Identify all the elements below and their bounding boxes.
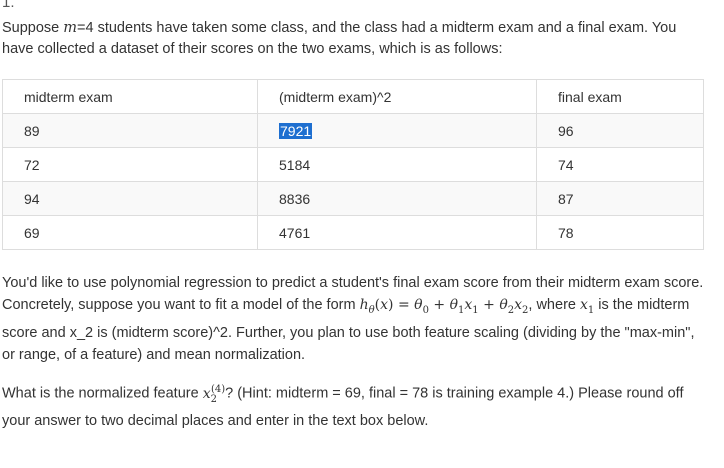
- paragraph1-text-b: , where: [528, 297, 580, 313]
- scores-table: midterm exam (midterm exam)^2 final exam…: [2, 79, 704, 250]
- cell-midterm-squared: 4761: [257, 215, 537, 250]
- intro-text-start: Suppose: [2, 20, 64, 36]
- cell-midterm: 89: [2, 113, 258, 148]
- normalized-feature-symbol: x2(4): [202, 384, 226, 405]
- table-row: 94 8836 87: [2, 181, 704, 216]
- cell-final: 96: [536, 113, 704, 148]
- cell-midterm-squared: 7921: [257, 113, 537, 148]
- model-formula: hθ(x) = θ0 + θ1x1 + θ2x2: [359, 297, 529, 316]
- m-variable: m: [63, 20, 78, 36]
- cell-midterm: 72: [2, 147, 258, 182]
- paragraph1-text-a: You'd like to use polynomial regression …: [2, 275, 704, 313]
- cell-final: 78: [536, 215, 704, 250]
- cell-midterm: 94: [2, 181, 258, 216]
- question-intro: Suppose m=4 students have taken some cla…: [2, 18, 702, 60]
- x1-variable: x1: [580, 297, 595, 316]
- table-row: 72 5184 74: [2, 147, 704, 182]
- header-midterm: midterm exam: [2, 79, 258, 114]
- cell-midterm: 69: [2, 215, 258, 250]
- paragraph2-text-a: What is the normalized feature: [2, 385, 203, 402]
- cell-midterm-squared: 8836: [257, 181, 537, 216]
- cell-final: 74: [536, 147, 704, 182]
- header-midterm-squared: (midterm exam)^2: [257, 79, 537, 114]
- table-row: 89 7921 96: [2, 113, 704, 148]
- cell-midterm-squared: 5184: [257, 147, 537, 182]
- highlighted-value: 7921: [279, 122, 313, 139]
- regression-paragraph: You'd like to use polynomial regression …: [2, 272, 706, 366]
- intro-text-end: =4 students have taken some class, and t…: [2, 20, 677, 57]
- cell-final: 87: [536, 181, 704, 216]
- question-number: 1.: [2, 0, 15, 11]
- table-row: 69 4761 78: [2, 215, 704, 250]
- table-header-row: midterm exam (midterm exam)^2 final exam: [2, 79, 704, 114]
- paragraph2-text-b: ? (Hint: midterm = 69, final = 78 is tra…: [2, 385, 684, 430]
- paragraph1-text-c: is the midterm score and x_2 is (midterm…: [2, 297, 695, 363]
- header-final: final exam: [536, 79, 704, 114]
- question-paragraph: What is the normalized feature x2(4)? (H…: [2, 379, 706, 432]
